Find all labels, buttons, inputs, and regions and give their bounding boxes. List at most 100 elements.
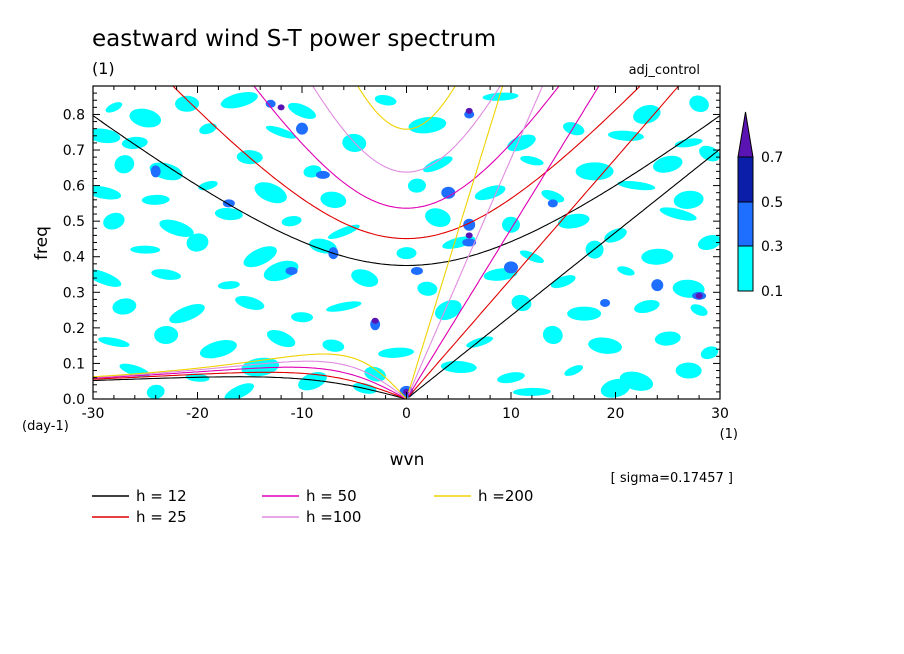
dispersion-curve-h50-kelvin — [408, 86, 600, 396]
shade-cell-low — [364, 366, 386, 382]
y-tick-label: 0.8 — [63, 107, 85, 123]
shade-cell-low — [563, 122, 585, 136]
shade-cell-low — [199, 340, 237, 359]
shade-cell-low — [105, 102, 123, 113]
shade-cell-low — [298, 372, 327, 391]
shade-cell-low — [417, 281, 438, 296]
y-tick-label: 0.0 — [63, 392, 85, 408]
x-tick-label: 0 — [402, 406, 411, 422]
colorbar-label: 0.1 — [761, 284, 783, 300]
shade-cell-low — [641, 248, 674, 265]
shade-cell-low — [653, 155, 683, 173]
shade-cell-low — [224, 383, 255, 399]
x-axis-unit: (1) — [720, 427, 738, 442]
dispersion-curve-h12-gravity — [93, 115, 720, 267]
y-tick-label: 0.3 — [63, 285, 85, 301]
shade-cell-mid — [222, 199, 235, 208]
shade-cell-low — [567, 306, 602, 321]
legend-label: h = 25 — [136, 508, 187, 526]
shade-cell-high — [371, 317, 379, 324]
shade-cell-low — [287, 102, 317, 119]
dispersion-curve-h200-gravity — [357, 86, 456, 130]
shade-cell-low — [519, 250, 544, 264]
shade-cell-low — [689, 95, 709, 113]
shade-cell-low — [281, 216, 302, 227]
case-label: adj_control — [629, 63, 700, 78]
dispersion-curve-h12-kelvin — [408, 148, 720, 398]
shade-cell-low — [374, 94, 397, 106]
curve-legend: h = 12 h = 25 h = 50 h =100 h =200 — [92, 487, 533, 526]
shade-cell-low — [497, 372, 525, 384]
shade-cell-low — [98, 337, 130, 348]
shade-cell-high — [277, 104, 285, 111]
shade-cell-low — [507, 134, 536, 152]
shade-cell-low — [243, 246, 277, 268]
shade-cell-low — [674, 138, 703, 148]
shade-cell-mid — [547, 199, 558, 208]
shade-cell-low — [520, 155, 544, 166]
shade-cell-mid — [285, 266, 298, 275]
shade-cell-low — [217, 281, 240, 290]
dispersion-curve-h100-gravity — [312, 86, 501, 173]
dispersion-curve-h25-gravity — [172, 86, 641, 240]
shade-cell-low — [512, 387, 551, 396]
shade-cell-low — [154, 325, 179, 344]
dispersion-curve-h12-rossby — [93, 376, 407, 399]
shade-cell-low — [214, 207, 243, 221]
shade-cell-low — [557, 213, 590, 229]
x-tick-label: -30 — [82, 406, 105, 422]
x-tick-label: 20 — [607, 406, 625, 422]
x-tick-label: 10 — [502, 406, 520, 422]
shade-cell-low — [103, 212, 125, 230]
shade-cell-high — [403, 388, 410, 395]
shade-cell-low — [542, 325, 563, 345]
sigma-text: [ sigma=0.17457 ] — [611, 471, 733, 486]
shade-cell-low — [654, 331, 681, 346]
colorbar-segment — [737, 245, 754, 292]
shade-cell-mid — [462, 238, 477, 247]
shade-cell-low — [93, 269, 122, 287]
shade-cell-low — [141, 194, 170, 205]
shade-cell-low — [396, 247, 417, 260]
chart-title: eastward wind S-T power spectrum — [92, 26, 496, 52]
x-axis: -30 -20 -10 0 10 20 30 — [82, 86, 729, 422]
shade-cell-low — [634, 299, 660, 314]
shade-cell-low — [617, 180, 656, 191]
shade-cell-low — [607, 130, 644, 141]
shade-cell-low — [675, 362, 702, 379]
shade-cell-low — [114, 155, 135, 174]
shade-cell-low — [575, 162, 614, 181]
shade-cell-low — [151, 269, 182, 280]
shade-cell-low — [320, 191, 347, 208]
shade-cell-low — [659, 207, 697, 221]
shade-cell-low — [327, 224, 360, 239]
shade-cell-low — [564, 365, 584, 376]
shade-cell-low — [700, 346, 719, 360]
y-axis-label: freq — [32, 226, 52, 260]
shade-cell-low — [617, 266, 635, 276]
shade-cell-mid — [600, 298, 611, 307]
shade-cell-low — [112, 298, 137, 315]
colorbar: 0.1 0.3 0.5 0.7 — [737, 111, 783, 300]
shade-cell-low — [93, 185, 122, 200]
shade-cell-low — [199, 123, 217, 135]
shade-cell-high — [465, 232, 473, 239]
shade-cell-low — [265, 125, 297, 139]
shade-cell-low — [159, 219, 194, 237]
shade-cell-low — [291, 312, 313, 323]
legend-label: h =100 — [306, 508, 361, 526]
shade-cell-low — [186, 233, 209, 252]
colorbar-segment — [737, 156, 754, 203]
shade-cell-low — [254, 182, 287, 204]
legend-label: h =200 — [478, 487, 533, 505]
x-tick-label: 30 — [711, 406, 729, 422]
dispersion-curves — [93, 86, 720, 399]
colorbar-label: 0.3 — [761, 239, 783, 255]
shade-cell-low — [241, 357, 280, 377]
shade-cell-low — [434, 300, 462, 321]
dispersion-curve-h100-kelvin — [408, 86, 544, 395]
title-unit: (1) — [92, 59, 115, 78]
legend-label: h = 12 — [136, 487, 187, 505]
